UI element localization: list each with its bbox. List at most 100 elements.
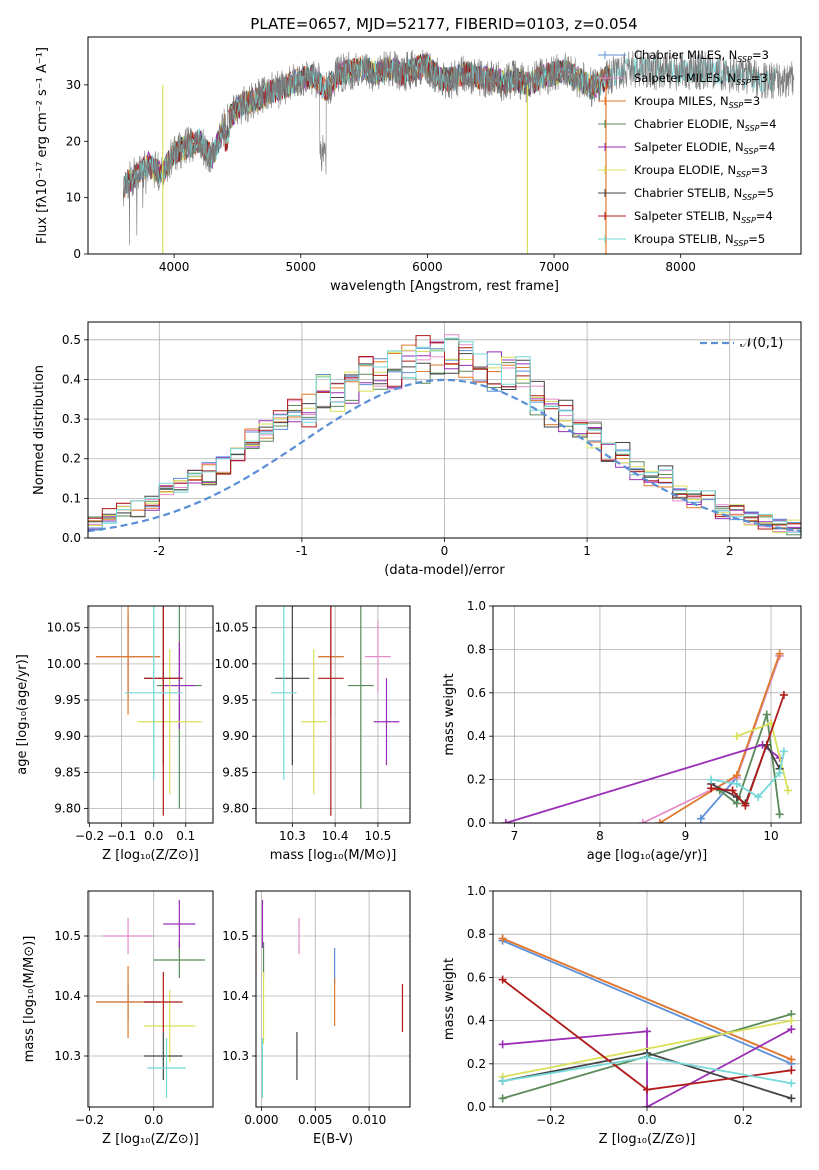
legend-n: 3 xyxy=(760,71,767,85)
legend-nssp-prefix: N xyxy=(727,71,736,85)
figure-title: PLATE=0657, MJD=52177, FIBERID=0103, z=0… xyxy=(250,15,637,33)
x-tick-label: 0.1 xyxy=(176,829,195,843)
weight-marker-kroupa-elodie xyxy=(732,732,741,741)
legend-nssp-prefix: N xyxy=(727,163,736,177)
legend-label: Kroupa ELODIE, NSSP=3 xyxy=(634,163,768,179)
x-tick-label: 6000 xyxy=(412,260,443,274)
spectrum-plot-area xyxy=(123,49,795,254)
errorbar-point-chabrier-stelib xyxy=(144,1032,183,1080)
errorbar-point-chabrier-stelib xyxy=(275,606,310,766)
age_vs_mass-plot-area xyxy=(270,606,400,816)
y-tick-label: 20 xyxy=(66,134,81,148)
weight-marker-kroupa-elodie xyxy=(784,786,793,795)
x-tick-label: −0.2 xyxy=(75,829,104,843)
legend-nssp-sub: SSP xyxy=(742,193,757,202)
weight-marker-salpeter-stelib xyxy=(498,975,507,984)
residual_histogram-plot-area xyxy=(88,334,801,536)
spectrum-xlabel: wavelength [Angstrom, rest frame] xyxy=(330,279,559,294)
weight-marker-salpeter-elodie xyxy=(498,1040,507,1049)
errorbar-point-salpeter-stelib xyxy=(144,972,183,1032)
y-tick-label: 10.00 xyxy=(215,657,249,671)
hist-kroupa-stelib xyxy=(88,337,801,533)
legend-series-name: Salpeter MILES xyxy=(634,71,720,85)
weight-marker-chabrier-elodie xyxy=(762,710,771,719)
weight-line-salpeter-stelib xyxy=(711,694,785,808)
legend-n: 3 xyxy=(760,163,767,177)
panel-weight_vs_age: 7 8 9 10 0.0 0.2 0.4 0.6 0.8 1.0 age [log₁₀(age/yr… xyxy=(442,599,802,863)
y-tick-label: 0.8 xyxy=(467,927,486,941)
x-tick-label: 9 xyxy=(682,829,690,843)
age_vs_Z-xlabel: Z [log₁₀(Z/Z⊙)] xyxy=(102,848,199,863)
weight-marker-kroupa-stelib xyxy=(732,779,741,788)
x-tick-label: −0.2 xyxy=(536,1113,565,1127)
y-tick-label: 10.4 xyxy=(222,989,249,1003)
legend-eq: = xyxy=(748,232,758,246)
hist-chabrier-stelib xyxy=(88,353,801,530)
legend-series-name: Chabrier MILES xyxy=(634,48,721,62)
spectrum-axes: 4000 5000 6000 7000 8000 0 10 20 30 wavelength [A… xyxy=(35,36,802,294)
legend-eq: = xyxy=(752,48,762,62)
errorbar-point-kroupa-elodie xyxy=(300,649,327,795)
legend-label: Kroupa MILES, NSSP=3 xyxy=(634,94,760,110)
legend-nssp-sub: SSP xyxy=(737,55,752,64)
legend-series-name: Chabrier STELIB xyxy=(634,186,726,200)
x-tick-label: -2 xyxy=(153,544,165,558)
mass_vs_EBV-xlabel: E(B-V) xyxy=(313,1132,353,1147)
x-tick-label: 0.005 xyxy=(298,1113,332,1127)
x-tick-label: 1 xyxy=(583,544,591,558)
panel-weight_vs_Z: −0.2 0.0 0.2 0.0 0.2 0.4 0.6 0.8 1.0 Z [log₁₀(Z/Z… xyxy=(442,884,802,1147)
panel-residual_histogram: -2 -1 0 1 2 0.0 0.1 0.2 0.3 0.4 0.5 (data-model)/er… xyxy=(32,321,802,578)
x-tick-label: 0.0 xyxy=(637,1113,656,1127)
weight_vs_age-plot-area xyxy=(501,649,793,823)
x-tick-label: -1 xyxy=(296,544,308,558)
errorbar-point-kroupa-stelib xyxy=(270,606,297,780)
legend-eq: = xyxy=(756,209,766,223)
weight-marker-salpeter-stelib xyxy=(707,784,716,793)
weight-marker-salpeter-elodie xyxy=(787,1025,796,1034)
weight-marker-kroupa-stelib xyxy=(707,775,716,784)
x-tick-label: 0.000 xyxy=(244,1113,278,1127)
legend-n: 3 xyxy=(753,94,760,108)
legend-sep: , xyxy=(718,232,725,246)
mass_vs_EBV-grid xyxy=(256,891,410,1107)
legend-nssp-sub: SSP xyxy=(729,101,744,110)
y-tick-label: 10.4 xyxy=(54,989,81,1003)
y-tick-label: 9.80 xyxy=(54,802,81,816)
age_vs_Z-grid xyxy=(88,606,213,823)
errorbar-point-chabrier-elodie xyxy=(347,606,374,809)
legend-label: Salpeter STELIB, NSSP=4 xyxy=(634,209,773,225)
weight-marker-chabrier-miles xyxy=(696,814,705,823)
x-tick-label: 5000 xyxy=(285,260,316,274)
hist-salpeter-stelib xyxy=(88,335,801,530)
x-tick-label: 10 xyxy=(763,829,778,843)
weight-marker-salpeter-stelib xyxy=(741,801,750,810)
x-tick-label: −0.2 xyxy=(75,1113,104,1127)
weight-marker-salpeter-miles xyxy=(638,819,647,823)
legend-nssp-sub: SSP xyxy=(745,124,760,133)
legend-label: Kroupa STELIB, NSSP=5 xyxy=(634,232,765,248)
legend-sep: , xyxy=(726,186,733,200)
x-tick-label: 0.0 xyxy=(144,1113,163,1127)
errorbar-point-salpeter-elodie xyxy=(163,642,196,729)
legend-series-name: Kroupa ELODIE xyxy=(634,163,720,177)
weight-marker-chabrier-elodie xyxy=(498,1094,507,1103)
y-tick-label: 0.3 xyxy=(62,412,81,426)
errorbar-point-salpeter-miles xyxy=(102,918,154,954)
legend-label: Salpeter ELODIE, NSSP=4 xyxy=(634,140,775,156)
legend-label: Chabrier MILES, NSSP=3 xyxy=(634,48,769,64)
age_vs_Z-ylabel: age [log₁₀(age/yr)] xyxy=(15,654,30,775)
x-tick-label: 10.3 xyxy=(279,829,306,843)
weight_vs_Z-ylabel: mass weight xyxy=(442,958,457,1040)
weight-line-chabrier-miles xyxy=(502,939,792,1065)
legend-label: Chabrier ELODIE, NSSP=4 xyxy=(634,117,776,133)
x-tick-label: 8 xyxy=(596,829,604,843)
legend-nssp-sub: SSP xyxy=(744,147,759,156)
y-tick-label: 0.5 xyxy=(62,333,81,347)
age_vs_Z-frame xyxy=(87,605,214,824)
x-tick-label: 7000 xyxy=(539,260,570,274)
errorbar-point-kroupa-stelib xyxy=(147,1038,186,1098)
legend-nssp-prefix: N xyxy=(732,209,741,223)
legend-nssp-sub: SSP xyxy=(734,239,749,248)
